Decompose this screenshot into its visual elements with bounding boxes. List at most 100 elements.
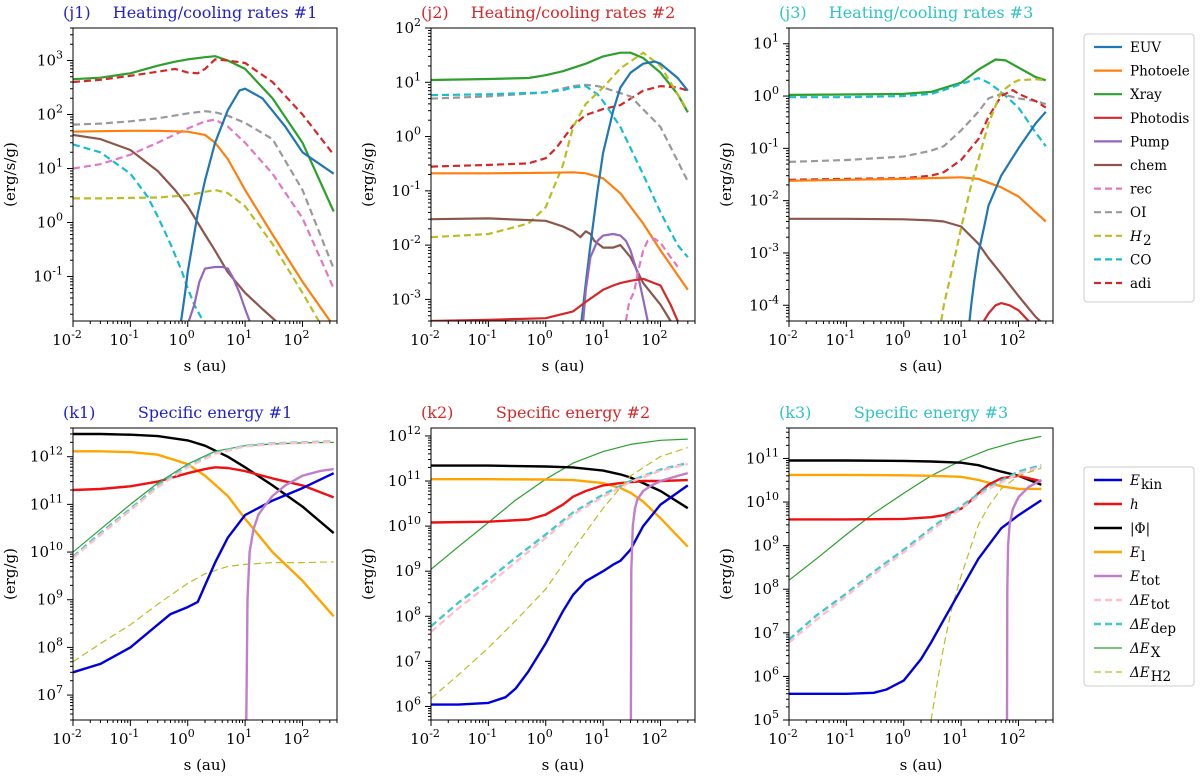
series-line-El (431, 478, 689, 548)
legend-label-dEH2-subscript: H2 (1151, 669, 1171, 685)
series-line-dEH2 (73, 561, 334, 663)
series-line-Etot (245, 467, 334, 720)
legend-label-H2: H (1129, 229, 1142, 245)
x-tick-label: 10-1 (825, 727, 855, 748)
series-line-adi (431, 84, 689, 168)
series-line-chem (431, 217, 672, 321)
x-tick-label: 102 (641, 727, 667, 748)
y-tick-label: 106 (753, 664, 779, 685)
series-line-dEtot (789, 465, 1042, 644)
y-axis-label: (erg/s/g) (1, 142, 19, 207)
series-group (431, 51, 689, 321)
x-tick-label: 10-2 (52, 328, 82, 349)
legend-label-Etot: E (1129, 569, 1140, 585)
series-line-El (789, 473, 1042, 491)
x-tick-label: 10-2 (52, 727, 82, 748)
series-line-dEtot (431, 462, 689, 633)
x-axis-label: s (au) (542, 357, 585, 375)
y-tick-label: 1010 (388, 514, 421, 535)
legend-label-Etot-subscript: tot (1141, 573, 1161, 589)
y-tick-label: 108 (753, 577, 779, 598)
axes-frame (788, 427, 1054, 721)
legend-label-chem: chem (1130, 158, 1167, 174)
x-tick-label: 101 (584, 727, 610, 748)
legend-label-dEX-subscript: X (1151, 645, 1161, 661)
y-tick-label: 106 (395, 694, 421, 715)
y-tick-label: 10-1 (749, 136, 779, 157)
legend-label-Pump: Pump (1130, 134, 1169, 150)
y-tick-label: 107 (395, 649, 421, 670)
x-tick-label: 100 (527, 727, 553, 748)
series-line-chem (789, 217, 1042, 321)
series-line-Phi (431, 464, 689, 510)
x-axis-label: s (au) (184, 357, 227, 375)
series-group (73, 55, 335, 321)
legend-label-dEH2: ΔE (1129, 665, 1150, 681)
y-tick-label: 102 (395, 16, 421, 37)
legend-frame (1083, 466, 1195, 687)
series-line-Phi (789, 459, 1042, 486)
legend-label-Ekin: E (1129, 473, 1140, 489)
series-line-Photodis (431, 277, 679, 321)
x-tick-label: 10-1 (109, 328, 139, 349)
series-line-Photoele (431, 171, 689, 291)
legend-label-rec: rec (1130, 182, 1152, 198)
x-tick-label: 100 (169, 328, 195, 349)
series-line-CO (431, 84, 689, 258)
series-line-Photodis (982, 302, 1031, 321)
series-line-Pump (582, 232, 649, 321)
y-axis-label: (erg/g) (359, 548, 377, 600)
panel-title: Specific energy #1 (138, 403, 292, 422)
series-line-h (73, 466, 335, 499)
x-tick-label: 10-2 (410, 328, 440, 349)
series-line-Xray (431, 51, 689, 113)
legend-label-Ekin-subscript: kin (1141, 477, 1162, 493)
y-axis-label: (erg/g) (717, 548, 735, 600)
y-tick-label: 10-3 (749, 241, 779, 262)
x-tick-label: 102 (999, 727, 1025, 748)
legend-label-Xray: Xray (1130, 87, 1162, 103)
y-tick-label: 109 (753, 534, 779, 555)
y-tick-label: 100 (37, 211, 63, 232)
y-tick-label: 1011 (30, 492, 63, 513)
panel-j3: 10-2 10-1 100 101 102 10-4 10-3 10-2 10-1 100 101 s… (717, 3, 1054, 375)
x-tick-label: 101 (584, 328, 610, 349)
y-tick-label: 10-2 (749, 189, 779, 210)
series-line-dEX (789, 435, 1042, 581)
x-tick-label: 102 (641, 328, 667, 349)
panel-k3: 10-2 10-1 100 101 102 105 106 107 108 109 1010 1011… (717, 403, 1054, 774)
series-line-Photoele (789, 176, 1047, 223)
series-line-dEH2 (431, 447, 688, 699)
series-line-chem (73, 133, 278, 321)
x-tick-label: 10-2 (410, 727, 440, 748)
panel-k2: 10-2 10-1 100 101 102 106 107 108 109 1010 1011 101… (359, 403, 696, 774)
legend-label-h: h (1130, 497, 1139, 513)
series-line-dEdep (73, 440, 334, 558)
x-tick-label: 10-2 (768, 328, 798, 349)
y-tick-label: 100 (395, 125, 421, 146)
y-tick-label: 108 (37, 635, 63, 656)
legend-label-dEdep: ΔE (1129, 617, 1150, 633)
y-tick-label: 109 (395, 559, 421, 580)
legend-label-CO: CO (1130, 252, 1151, 268)
series-group (789, 435, 1042, 720)
y-axis-label: (erg/g) (1, 548, 19, 600)
y-tick-label: 1011 (388, 469, 421, 490)
series-line-CO (789, 76, 1047, 147)
y-tick-label: 10-3 (391, 287, 421, 308)
x-tick-label: 100 (885, 727, 911, 748)
x-axis-label: s (au) (900, 756, 943, 774)
y-tick-label: 10-4 (749, 293, 779, 314)
legend-label-dEtot-subscript: tot (1151, 597, 1171, 613)
panel-j1: 10-2 10-1 100 101 102 10-1 100 101 102 103 s (au) (… (1, 3, 338, 375)
y-tick-label: 1011 (746, 446, 779, 467)
y-tick-label: 10-1 (391, 179, 421, 200)
panel-tag: (j3) (779, 3, 807, 22)
y-tick-label: 1010 (746, 490, 779, 511)
axes-frame (72, 27, 338, 322)
panel-j2: 10-2 10-1 100 101 102 10-3 10-2 10-1 100 101 102 s … (359, 3, 696, 375)
y-tick-label: 109 (37, 588, 63, 609)
panel-tag: (k1) (63, 403, 95, 422)
legend-label-Photodis: Photodis (1130, 111, 1189, 127)
